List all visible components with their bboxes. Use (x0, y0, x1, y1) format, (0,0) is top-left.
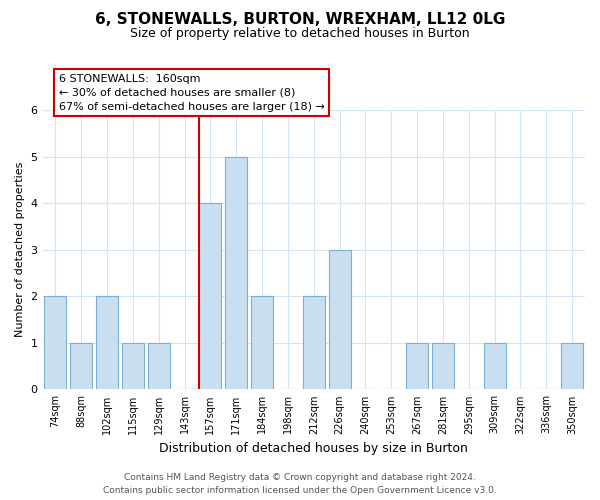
Bar (225, 156, 247, 390)
Text: 6 STONEWALLS:  160sqm
← 30% of detached houses are smaller (8)
67% of semi-detac: 6 STONEWALLS: 160sqm ← 30% of detached h… (59, 74, 325, 112)
Bar (148, 343, 170, 390)
X-axis label: Distribution of detached houses by size in Burton: Distribution of detached houses by size … (160, 442, 468, 455)
Text: Contains HM Land Registry data © Crown copyright and database right 2024.
Contai: Contains HM Land Registry data © Crown c… (103, 474, 497, 495)
Bar (96, 296, 118, 390)
Bar (122, 343, 144, 390)
Text: 6, STONEWALLS, BURTON, WREXHAM, LL12 0LG: 6, STONEWALLS, BURTON, WREXHAM, LL12 0LG (95, 12, 505, 28)
Y-axis label: Number of detached properties: Number of detached properties (15, 162, 25, 338)
Bar (561, 343, 583, 390)
Bar (432, 343, 454, 390)
Bar (406, 343, 428, 390)
Bar (329, 250, 350, 390)
Bar (303, 296, 325, 390)
Bar (199, 203, 221, 390)
Text: Size of property relative to detached houses in Burton: Size of property relative to detached ho… (130, 28, 470, 40)
Bar (44, 296, 67, 390)
Bar (251, 296, 273, 390)
Bar (484, 343, 506, 390)
Bar (70, 343, 92, 390)
